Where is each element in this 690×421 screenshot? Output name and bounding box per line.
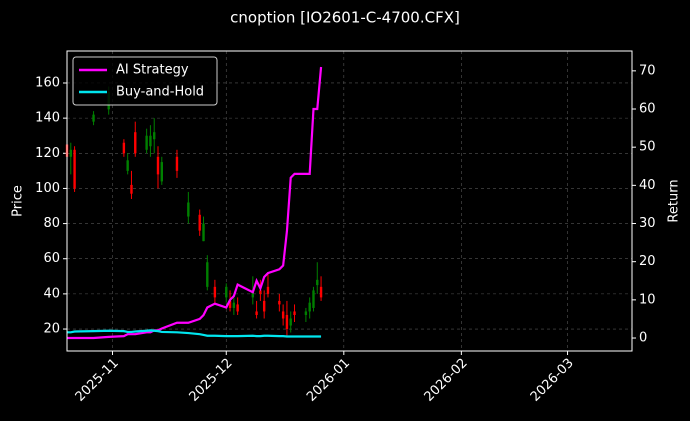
candle-body (304, 311, 308, 315)
y2-tick-label: 20 (639, 254, 656, 269)
chart-title: cnoption [IO2601-C-4700.CFX] (230, 9, 460, 27)
line-series (67, 66, 323, 340)
y-tick-label: 160 (35, 75, 60, 90)
candle-body (160, 162, 163, 182)
y2-tick-label: 70 (639, 63, 656, 78)
candle-body (156, 156, 160, 175)
candle-body (130, 184, 133, 194)
candle-body (73, 149, 76, 189)
candle-body (92, 114, 95, 122)
candle-body (255, 311, 258, 315)
candle-body (308, 302, 311, 312)
x-tick-label: 2025-12 (187, 356, 236, 405)
candle-body (202, 223, 205, 242)
candle-body (69, 149, 72, 157)
candle-body (259, 290, 262, 294)
y-tick-label: 20 (43, 322, 60, 337)
line-series (67, 329, 322, 338)
y2-tick-label: 40 (639, 178, 656, 193)
candle-body (126, 160, 129, 171)
candle-body (232, 302, 236, 308)
y2-tick-label: 60 (639, 102, 656, 117)
candle-body (312, 290, 315, 308)
candle-body (145, 135, 148, 150)
y2-tick-label: 30 (639, 216, 656, 231)
y-tick-label: 60 (43, 251, 60, 266)
candle-body (293, 311, 296, 315)
x-tick-label: 2026-01 (304, 356, 353, 405)
x-tick-label: 2026-02 (422, 356, 471, 405)
x-tick-label: 2025-11 (73, 356, 122, 405)
candle-body (316, 279, 319, 286)
plot-frame (66, 50, 633, 352)
legend-label: Buy-and-Hold (116, 85, 204, 100)
legend-label: AI Strategy (116, 63, 189, 78)
legend-box (72, 56, 218, 106)
candle-body (122, 142, 126, 154)
candle-body (236, 304, 239, 312)
candle-body (278, 300, 281, 305)
y-axis-label: Price (11, 185, 26, 217)
candle-body (187, 202, 190, 217)
candle-body (175, 156, 179, 171)
candle-body (198, 214, 201, 231)
candle-body (228, 300, 232, 308)
y2-axis-label: Return (667, 179, 682, 222)
candle-body (319, 286, 323, 298)
candle-body (285, 314, 289, 330)
y-tick-label: 80 (43, 216, 60, 231)
y-tick-label: 120 (35, 146, 60, 161)
candle-body (262, 300, 266, 312)
y-tick-label: 140 (35, 111, 60, 126)
candle-body (149, 135, 152, 147)
candle-body (206, 262, 209, 287)
y-tick-label: 40 (43, 286, 60, 301)
y2-tick-label: 10 (639, 292, 656, 307)
y-tick-label: 100 (35, 181, 60, 196)
candle-body (266, 286, 270, 294)
candle-body (281, 311, 285, 319)
candle-body (251, 290, 255, 298)
candle-body (134, 132, 137, 154)
candle-body (213, 286, 217, 298)
y2-tick-label: 0 (639, 331, 647, 346)
candle-body (153, 132, 156, 140)
x-tick-label: 2026-03 (528, 356, 577, 405)
y2-tick-label: 50 (639, 140, 656, 155)
candle-body (289, 318, 292, 326)
candle-body (225, 286, 228, 298)
